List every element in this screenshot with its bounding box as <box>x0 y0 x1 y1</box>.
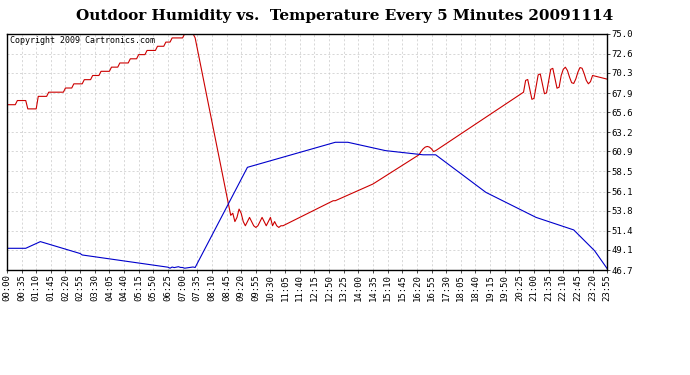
Text: Outdoor Humidity vs.  Temperature Every 5 Minutes 20091114: Outdoor Humidity vs. Temperature Every 5… <box>77 9 613 23</box>
Text: Copyright 2009 Cartronics.com: Copyright 2009 Cartronics.com <box>10 36 155 45</box>
